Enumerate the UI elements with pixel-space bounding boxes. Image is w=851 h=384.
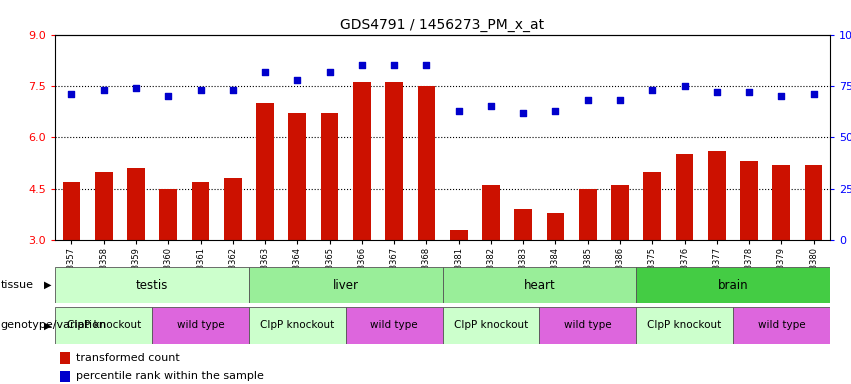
Bar bbox=[676, 154, 694, 240]
Point bbox=[97, 87, 111, 93]
Point bbox=[226, 87, 240, 93]
Point bbox=[258, 68, 271, 74]
Text: liver: liver bbox=[333, 279, 359, 291]
Text: ClpP knockout: ClpP knockout bbox=[454, 320, 528, 331]
Text: wild type: wild type bbox=[370, 320, 418, 331]
Bar bbox=[288, 113, 306, 240]
Bar bbox=[708, 151, 726, 240]
Text: wild type: wild type bbox=[757, 320, 805, 331]
Bar bbox=[636, 267, 830, 303]
Bar bbox=[224, 179, 242, 240]
Point bbox=[194, 87, 208, 93]
Bar bbox=[55, 267, 248, 303]
Title: GDS4791 / 1456273_PM_x_at: GDS4791 / 1456273_PM_x_at bbox=[340, 18, 545, 32]
Bar bbox=[346, 307, 443, 344]
Point bbox=[807, 91, 820, 97]
Point bbox=[549, 108, 563, 114]
Bar bbox=[94, 172, 112, 240]
Bar bbox=[805, 165, 822, 240]
Bar bbox=[740, 161, 758, 240]
Bar bbox=[540, 307, 636, 344]
Bar bbox=[450, 230, 467, 240]
Point bbox=[581, 97, 595, 103]
Bar bbox=[418, 86, 435, 240]
Point bbox=[420, 62, 433, 68]
Point bbox=[645, 87, 659, 93]
Text: transformed count: transformed count bbox=[76, 353, 180, 363]
Text: tissue: tissue bbox=[1, 280, 34, 290]
Point bbox=[387, 62, 401, 68]
Bar bbox=[63, 182, 80, 240]
Point bbox=[517, 109, 530, 116]
Bar bbox=[514, 209, 532, 240]
Bar bbox=[482, 185, 500, 240]
Point bbox=[614, 97, 627, 103]
Bar bbox=[159, 189, 177, 240]
Bar bbox=[321, 113, 339, 240]
Bar bbox=[152, 307, 248, 344]
Bar bbox=[256, 103, 274, 240]
Point bbox=[742, 89, 756, 95]
Text: ▶: ▶ bbox=[44, 280, 51, 290]
Text: testis: testis bbox=[136, 279, 168, 291]
Point bbox=[452, 108, 465, 114]
Bar bbox=[248, 267, 443, 303]
Text: genotype/variation: genotype/variation bbox=[1, 320, 107, 331]
Bar bbox=[579, 189, 597, 240]
Text: ▶: ▶ bbox=[44, 320, 51, 331]
Bar bbox=[248, 307, 346, 344]
Bar bbox=[733, 307, 830, 344]
Point bbox=[162, 93, 175, 99]
Point bbox=[355, 62, 368, 68]
Text: wild type: wild type bbox=[564, 320, 612, 331]
Point bbox=[677, 83, 691, 89]
Bar bbox=[353, 83, 371, 240]
Point bbox=[290, 77, 304, 83]
Bar bbox=[636, 307, 733, 344]
Text: heart: heart bbox=[523, 279, 555, 291]
Bar bbox=[386, 83, 403, 240]
Bar bbox=[643, 172, 661, 240]
Bar bbox=[443, 307, 540, 344]
Point bbox=[710, 89, 723, 95]
Bar bbox=[773, 165, 791, 240]
Point bbox=[323, 68, 336, 74]
Text: brain: brain bbox=[717, 279, 748, 291]
Point bbox=[129, 85, 143, 91]
Point bbox=[65, 91, 78, 97]
Bar bbox=[127, 168, 145, 240]
Text: percentile rank within the sample: percentile rank within the sample bbox=[76, 371, 264, 381]
Bar bbox=[443, 267, 636, 303]
Bar bbox=[546, 213, 564, 240]
Text: ClpP knockout: ClpP knockout bbox=[648, 320, 722, 331]
Point bbox=[774, 93, 788, 99]
Text: ClpP knockout: ClpP knockout bbox=[260, 320, 334, 331]
Bar bbox=[191, 182, 209, 240]
Bar bbox=[611, 185, 629, 240]
Text: ClpP knockout: ClpP knockout bbox=[66, 320, 141, 331]
Text: wild type: wild type bbox=[177, 320, 225, 331]
Point bbox=[484, 103, 498, 109]
Bar bbox=[55, 307, 152, 344]
